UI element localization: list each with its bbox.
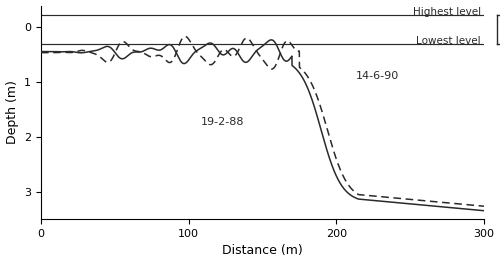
Y-axis label: Depth (m): Depth (m) xyxy=(6,80,18,144)
Text: 14-6-90: 14-6-90 xyxy=(356,71,399,81)
Text: 19-2-88: 19-2-88 xyxy=(200,117,244,127)
Text: Highest level: Highest level xyxy=(413,7,481,17)
Text: Lowest level: Lowest level xyxy=(416,36,481,45)
X-axis label: Distance (m): Distance (m) xyxy=(222,244,303,257)
